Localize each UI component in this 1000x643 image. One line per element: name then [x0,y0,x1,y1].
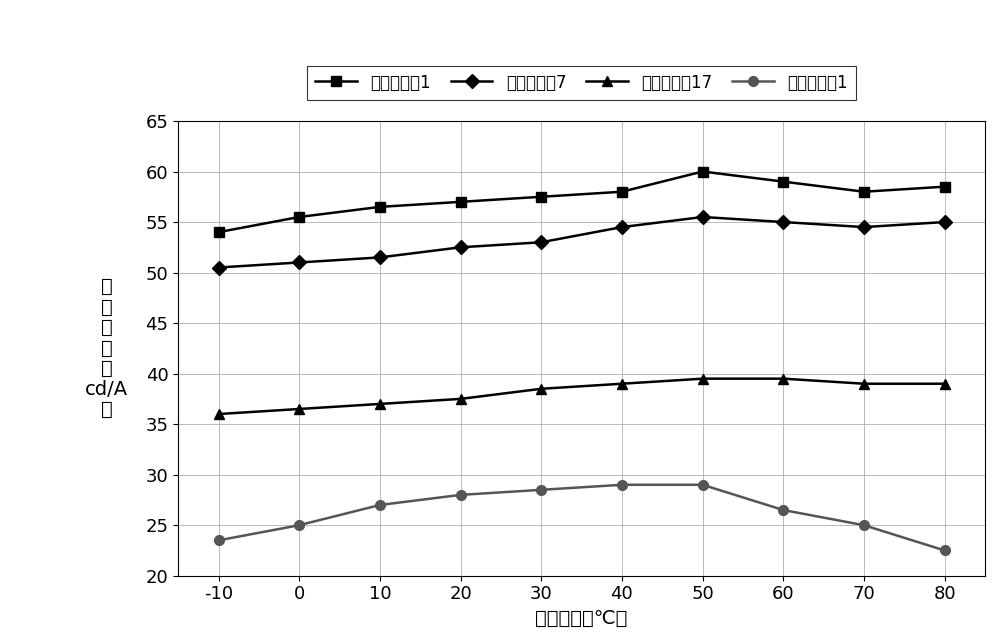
器件实施例7 [455,244,467,251]
器件实施例1 [293,213,305,221]
器件比较例1 [697,481,709,489]
器件实施例17 [535,385,547,393]
器件实施例17 [455,395,467,403]
器件实施例7 [535,239,547,246]
Line: 器件实施例17: 器件实施例17 [214,374,950,419]
器件比较例1 [939,547,951,554]
器件比较例1 [213,536,225,544]
器件实施例7 [858,223,870,231]
器件比较例1 [616,481,628,489]
器件比较例1 [777,506,789,514]
器件实施例17 [616,380,628,388]
器件比较例1 [535,486,547,494]
器件实施例7 [374,253,386,261]
器件比较例1 [455,491,467,499]
器件实施例7 [697,213,709,221]
器件实施例17 [213,410,225,418]
器件实施例17 [697,375,709,383]
器件实施例1 [535,193,547,201]
器件实施例1 [858,188,870,195]
器件实施例1 [697,168,709,176]
器件实施例1 [455,198,467,206]
器件实施例17 [939,380,951,388]
器件比较例1 [858,521,870,529]
器件比较例1 [374,501,386,509]
器件实施例7 [213,264,225,271]
器件实施例7 [939,218,951,226]
Y-axis label: 电
流
效
率
（
cd/A
）: 电 流 效 率 （ cd/A ） [85,277,128,419]
器件实施例7 [777,218,789,226]
器件实施例17 [374,400,386,408]
器件实施例1 [213,228,225,236]
器件实施例1 [616,188,628,195]
器件实施例1 [777,177,789,185]
器件实施例1 [939,183,951,190]
Line: 器件实施例1: 器件实施例1 [214,167,950,237]
器件实施例7 [616,223,628,231]
器件实施例17 [777,375,789,383]
Line: 器件比较例1: 器件比较例1 [214,480,950,556]
器件实施例17 [858,380,870,388]
器件实施例1 [374,203,386,211]
器件实施例17 [293,405,305,413]
X-axis label: 测量温度（℃）: 测量温度（℃） [535,609,628,628]
器件比较例1 [293,521,305,529]
器件实施例7 [293,258,305,266]
Legend: 器件实施例1, 器件实施例7, 器件实施例17, 器件比较例1: 器件实施例1, 器件实施例7, 器件实施例17, 器件比较例1 [307,66,856,100]
Line: 器件实施例7: 器件实施例7 [214,212,950,273]
